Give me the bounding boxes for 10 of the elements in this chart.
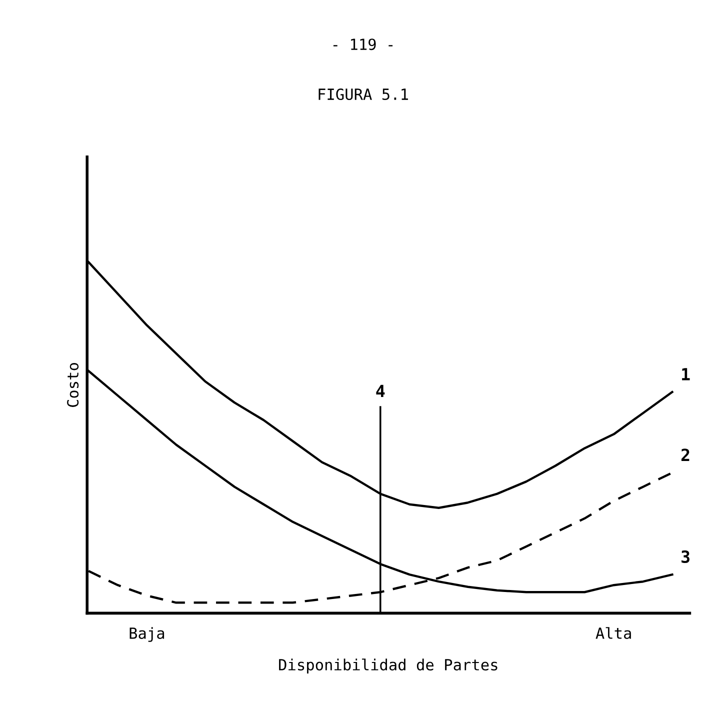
y-axis-title: Costo bbox=[67, 363, 79, 407]
series-label: 4 bbox=[376, 384, 385, 398]
series-label: 1 bbox=[682, 368, 690, 380]
x-axis-title: Disponibilidad de Partes bbox=[279, 658, 498, 674]
series-label: 2 bbox=[681, 448, 690, 461]
x-tick-label: Alta bbox=[596, 627, 631, 639]
text: - 119 - bbox=[333, 38, 393, 50]
series-label: 3 bbox=[682, 550, 690, 564]
chart-title: FIGURA 5.1 bbox=[318, 88, 408, 100]
x-tick-label: Baja bbox=[130, 627, 164, 642]
